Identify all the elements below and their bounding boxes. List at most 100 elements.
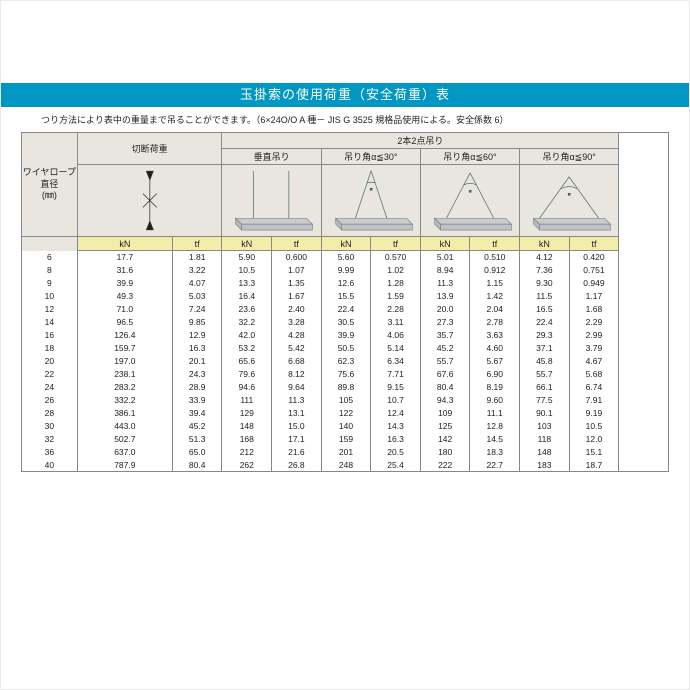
- value-cell: 4.12: [520, 251, 570, 264]
- diameter-cell: 28: [22, 407, 78, 420]
- value-cell: 22.7: [470, 459, 520, 472]
- value-cell: 22.4: [520, 316, 570, 329]
- value-cell: 16.5: [520, 303, 570, 316]
- svg-text:α: α: [369, 188, 372, 193]
- value-cell: 105: [321, 394, 371, 407]
- value-cell: 6.68: [272, 355, 322, 368]
- value-cell: 13.9: [420, 290, 470, 303]
- value-cell: 77.5: [520, 394, 570, 407]
- table-row: 617.71.815.900.6005.600.5705.010.5104.12…: [22, 251, 669, 264]
- value-cell: 66.1: [520, 381, 570, 394]
- value-cell: 3.22: [172, 264, 222, 277]
- value-cell: 637.0: [77, 446, 172, 459]
- diameter-cell: 10: [22, 290, 78, 303]
- value-cell: 386.1: [77, 407, 172, 420]
- table-row: 40787.980.426226.824825.422222.718318.7: [22, 459, 669, 472]
- value-cell: 65.6: [222, 355, 272, 368]
- diameter-cell: 8: [22, 264, 78, 277]
- value-cell: 45.2: [420, 342, 470, 355]
- svg-text:α: α: [468, 190, 471, 195]
- value-cell: 35.7: [420, 329, 470, 342]
- value-cell: 9.60: [470, 394, 520, 407]
- rowhead-label: ワイヤロープ直径(㎜): [22, 133, 78, 237]
- value-cell: 126.4: [77, 329, 172, 342]
- value-cell: 2.29: [569, 316, 619, 329]
- value-cell: 29.3: [520, 329, 570, 342]
- value-cell: 13.3: [222, 277, 272, 290]
- diameter-cell: 40: [22, 459, 78, 472]
- value-cell: 183: [520, 459, 570, 472]
- value-cell: 238.1: [77, 368, 172, 381]
- value-cell: 71.0: [77, 303, 172, 316]
- table-row: 1496.59.8532.23.2830.53.1127.32.7822.42.…: [22, 316, 669, 329]
- value-cell: 32.2: [222, 316, 272, 329]
- table-row: 1049.35.0316.41.6715.51.5913.91.4211.51.…: [22, 290, 669, 303]
- value-cell: 3.79: [569, 342, 619, 355]
- value-cell: 15.5: [321, 290, 371, 303]
- value-cell: 4.07: [172, 277, 222, 290]
- value-cell: 443.0: [77, 420, 172, 433]
- value-cell: 17.7: [77, 251, 172, 264]
- value-cell: 4.67: [569, 355, 619, 368]
- value-cell: 262: [222, 459, 272, 472]
- value-cell: 15.0: [272, 420, 322, 433]
- diameter-cell: 36: [22, 446, 78, 459]
- value-cell: 1.81: [172, 251, 222, 264]
- value-cell: 5.68: [569, 368, 619, 381]
- value-cell: 11.3: [272, 394, 322, 407]
- table-body: 617.71.815.900.6005.600.5705.010.5104.12…: [22, 251, 669, 472]
- value-cell: 9.85: [172, 316, 222, 329]
- diameter-cell: 9: [22, 277, 78, 290]
- value-cell: 5.01: [420, 251, 470, 264]
- value-cell: 4.06: [371, 329, 421, 342]
- col-angle30: 吊り角α≦30°: [321, 149, 420, 165]
- value-cell: 283.2: [77, 381, 172, 394]
- value-cell: 148: [222, 420, 272, 433]
- value-cell: 6.34: [371, 355, 421, 368]
- value-cell: 10.5: [569, 420, 619, 433]
- value-cell: 12.8: [470, 420, 520, 433]
- value-cell: 5.90: [222, 251, 272, 264]
- value-cell: 0.570: [371, 251, 421, 264]
- value-cell: 27.3: [420, 316, 470, 329]
- value-cell: 9.15: [371, 381, 421, 394]
- value-cell: 9.30: [520, 277, 570, 290]
- value-cell: 1.15: [470, 277, 520, 290]
- value-cell: 33.9: [172, 394, 222, 407]
- value-cell: 7.24: [172, 303, 222, 316]
- value-cell: 0.751: [569, 264, 619, 277]
- col-angle60: 吊り角α≦60°: [420, 149, 519, 165]
- value-cell: 11.5: [520, 290, 570, 303]
- value-cell: 1.68: [569, 303, 619, 316]
- table-row: 36637.065.021221.620120.518018.314815.1: [22, 446, 669, 459]
- diameter-cell: 20: [22, 355, 78, 368]
- value-cell: 5.03: [172, 290, 222, 303]
- diameter-cell: 12: [22, 303, 78, 316]
- value-cell: 12.4: [371, 407, 421, 420]
- value-cell: 79.6: [222, 368, 272, 381]
- value-cell: 6.74: [569, 381, 619, 394]
- value-cell: 142: [420, 433, 470, 446]
- value-cell: 18.7: [569, 459, 619, 472]
- value-cell: 65.0: [172, 446, 222, 459]
- value-cell: 94.3: [420, 394, 470, 407]
- value-cell: 2.28: [371, 303, 421, 316]
- svg-text:α: α: [568, 193, 571, 198]
- diameter-cell: 6: [22, 251, 78, 264]
- value-cell: 111: [222, 394, 272, 407]
- table-row: 30443.045.214815.014014.312512.810310.5: [22, 420, 669, 433]
- value-cell: 2.78: [470, 316, 520, 329]
- value-cell: 3.63: [470, 329, 520, 342]
- value-cell: 12.9: [172, 329, 222, 342]
- value-cell: 75.6: [321, 368, 371, 381]
- value-cell: 45.2: [172, 420, 222, 433]
- value-cell: 90.1: [520, 407, 570, 420]
- value-cell: 12.0: [569, 433, 619, 446]
- value-cell: 37.1: [520, 342, 570, 355]
- table-row: 22238.124.379.68.1275.67.7167.66.9055.75…: [22, 368, 669, 381]
- value-cell: 1.07: [272, 264, 322, 277]
- value-cell: 8.12: [272, 368, 322, 381]
- value-cell: 26.8: [272, 459, 322, 472]
- value-cell: 7.91: [569, 394, 619, 407]
- angle90-diagram: α: [520, 165, 619, 237]
